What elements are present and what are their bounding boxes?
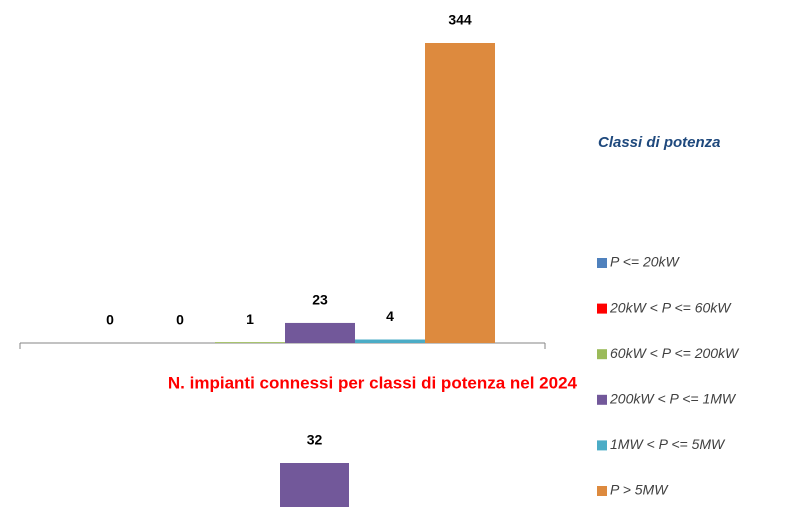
- legend-swatch: [597, 486, 607, 496]
- legend-label: 20kW < P <= 60kW: [609, 299, 732, 315]
- value-label: 0: [106, 312, 114, 328]
- value-label: 344: [448, 12, 472, 28]
- legend-title: Classi di potenza: [598, 134, 721, 151]
- bar: [280, 463, 349, 507]
- legend-label: 200kW < P <= 1MW: [609, 391, 737, 407]
- value-label: 0: [176, 312, 184, 328]
- legend-label: P > 5MW: [610, 482, 669, 498]
- legend-swatch: [597, 440, 607, 451]
- legend-swatch: [597, 349, 607, 360]
- legend-label: P <= 20kW: [610, 254, 681, 270]
- chart-title: N. impianti connessi per classi di poten…: [168, 373, 578, 392]
- legend-swatch: [597, 258, 607, 268]
- legend-swatch: [597, 394, 607, 405]
- bar: [425, 43, 495, 343]
- bar: [355, 339, 425, 343]
- bar: [215, 342, 285, 343]
- bar: [285, 322, 355, 343]
- value-label: 32: [307, 432, 323, 448]
- value-label: 23: [312, 292, 328, 308]
- legend-label: 1MW < P <= 5MW: [610, 436, 726, 452]
- value-label: 4: [386, 308, 394, 324]
- legend-label: 60kW < P <= 200kW: [610, 345, 740, 361]
- legend-swatch: [597, 303, 607, 314]
- value-label: 1: [246, 311, 254, 327]
